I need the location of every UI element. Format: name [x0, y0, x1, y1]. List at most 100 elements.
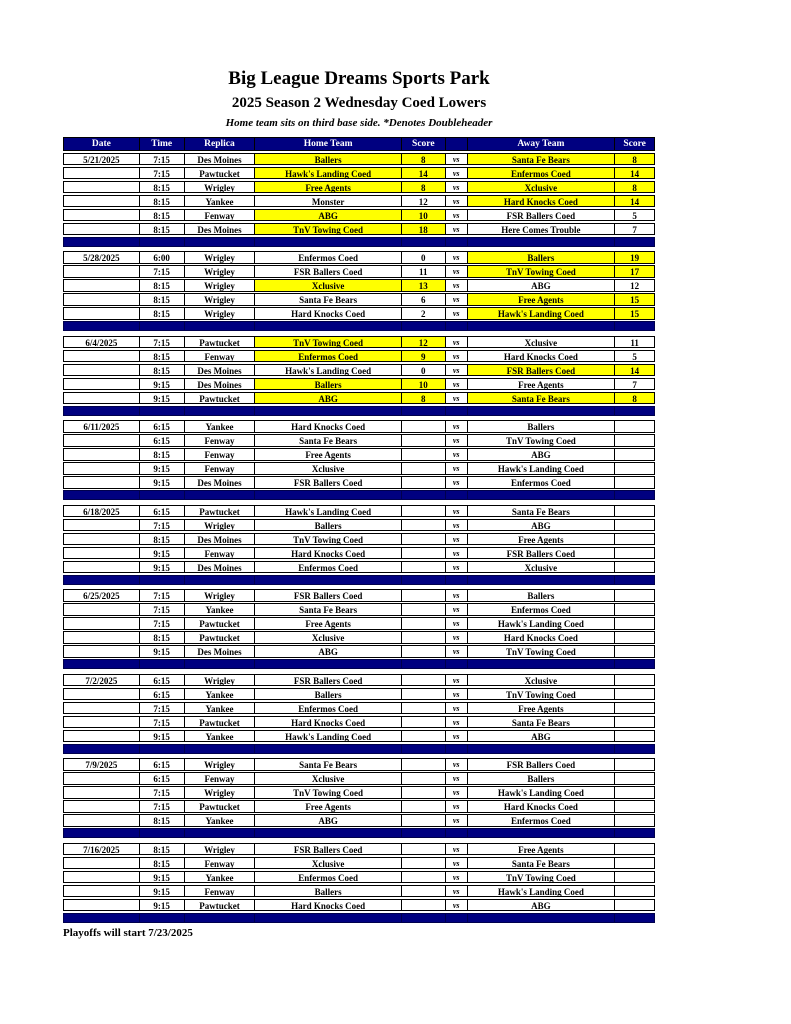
date-cell [63, 518, 140, 531]
date-cell: 5/28/2025 [63, 251, 140, 264]
away-team-cell: Hawk's Landing Coed [466, 462, 616, 475]
game-row: 6/25/2025 7:15 Wrigley FSR Ballers Coed vs Ba… [63, 589, 655, 602]
date-cell [63, 448, 140, 461]
replica-cell: Yankee [183, 687, 256, 700]
separator-row [63, 828, 655, 838]
away-team-cell: Ballers [466, 772, 616, 785]
away-team-cell: TnV Towing Coed [466, 434, 616, 447]
home-score-cell [400, 758, 446, 771]
replica-cell: Wrigley [183, 589, 256, 602]
away-score-cell [614, 645, 655, 658]
separator-cell [183, 236, 256, 247]
away-team-cell: Hawk's Landing Coed [466, 884, 616, 897]
replica-cell: Des Moines [183, 476, 256, 489]
vs-cell: vs [444, 603, 468, 616]
game-row: 9:15 Yankee Enfermos Coed vs TnV Towing Coed [63, 870, 655, 883]
away-team-cell: Xclusive [466, 560, 616, 573]
home-team-cell: Enfermos Coed [254, 349, 402, 362]
replica-cell: Wrigley [183, 279, 256, 292]
away-score-cell: 5 [614, 349, 655, 362]
replica-cell: Wrigley [183, 265, 256, 278]
away-team-cell: Hawk's Landing Coed [466, 617, 616, 630]
vs-cell: vs [444, 265, 468, 278]
separator-cell [466, 236, 616, 247]
away-score-cell [614, 729, 655, 742]
vs-cell: vs [444, 208, 468, 221]
separator-cell [183, 743, 256, 754]
separator-cell [63, 405, 140, 416]
home-team-cell: Free Agents [254, 448, 402, 461]
vs-cell: vs [444, 546, 468, 559]
replica-cell: Yankee [183, 420, 256, 433]
separator-cell [444, 659, 468, 669]
away-score-cell [614, 420, 655, 433]
replica-cell: Pawtucket [183, 504, 256, 517]
away-team-cell: Ballers [466, 420, 616, 433]
time-cell: 8:15 [138, 307, 185, 320]
date-cell [63, 462, 140, 475]
game-row: 9:15 Des Moines FSR Ballers Coed vs Enfermos… [63, 476, 655, 489]
home-team-cell: Xclusive [254, 772, 402, 785]
game-row: 5/21/2025 7:15 Des Moines Ballers 8 vs Santa F… [63, 152, 655, 165]
game-row: 7:15 Wrigley Ballers vs ABG [63, 518, 655, 531]
game-row: 7:15 Yankee Santa Fe Bears vs Enfermos Coed [63, 603, 655, 616]
vs-cell: vs [444, 180, 468, 193]
separator-cell [254, 659, 402, 669]
home-score-cell [400, 518, 446, 531]
separator-cell [466, 490, 616, 500]
date-cell [63, 208, 140, 221]
away-score-cell: 8 [614, 180, 655, 193]
away-score-cell [614, 687, 655, 700]
separator-cell [614, 574, 655, 585]
replica-cell: Fenway [183, 884, 256, 897]
home-score-cell [400, 603, 446, 616]
home-team-cell: Ballers [254, 377, 402, 390]
away-score-cell: 8 [614, 152, 655, 165]
away-score-cell: 12 [614, 279, 655, 292]
replica-cell: Pawtucket [183, 166, 256, 179]
date-cell [63, 194, 140, 207]
home-score-cell [400, 884, 446, 897]
replica-cell: Yankee [183, 814, 256, 827]
home-team-cell: Hawk's Landing Coed [254, 504, 402, 517]
home-team-cell: ABG [254, 391, 402, 404]
vs-cell: vs [444, 166, 468, 179]
game-row: 9:15 Yankee Hawk's Landing Coed vs ABG [63, 729, 655, 742]
replica-cell: Des Moines [183, 560, 256, 573]
separator-cell [400, 912, 446, 923]
separator-cell [400, 236, 446, 247]
vs-cell: vs [444, 560, 468, 573]
separator-cell [138, 574, 185, 585]
vs-cell: vs [444, 462, 468, 475]
separator-cell [138, 912, 185, 923]
home-team-cell: Enfermos Coed [254, 701, 402, 714]
game-row: 9:15 Fenway Hard Knocks Coed vs FSR Ballers … [63, 546, 655, 559]
time-cell: 7:15 [138, 518, 185, 531]
replica-cell: Pawtucket [183, 800, 256, 813]
away-score-cell [614, 842, 655, 855]
vs-cell: vs [444, 842, 468, 855]
home-team-cell: Xclusive [254, 279, 402, 292]
vs-cell: vs [444, 715, 468, 728]
column-header-replica: Replica [183, 137, 256, 151]
separator-cell [466, 743, 616, 754]
game-row: 8:15 Des Moines TnV Towing Coed vs Free Agen… [63, 532, 655, 545]
away-score-cell [614, 800, 655, 813]
separator-cell [63, 743, 140, 754]
separator-cell [138, 405, 185, 416]
game-row: 9:15 Des Moines Enfermos Coed vs Xclusive [63, 560, 655, 573]
game-row: 8:15 Fenway Xclusive vs Santa Fe Bears [63, 856, 655, 869]
home-score-cell: 12 [400, 194, 446, 207]
date-cell [63, 687, 140, 700]
away-score-cell [614, 884, 655, 897]
home-score-cell: 14 [400, 166, 446, 179]
date-cell [63, 772, 140, 785]
separator-cell [400, 321, 446, 331]
away-team-cell: Santa Fe Bears [466, 856, 616, 869]
vs-cell: vs [444, 251, 468, 264]
separator-cell [254, 405, 402, 416]
vs-cell: vs [444, 687, 468, 700]
separator-cell [183, 490, 256, 500]
replica-cell: Yankee [183, 603, 256, 616]
separator-cell [138, 490, 185, 500]
